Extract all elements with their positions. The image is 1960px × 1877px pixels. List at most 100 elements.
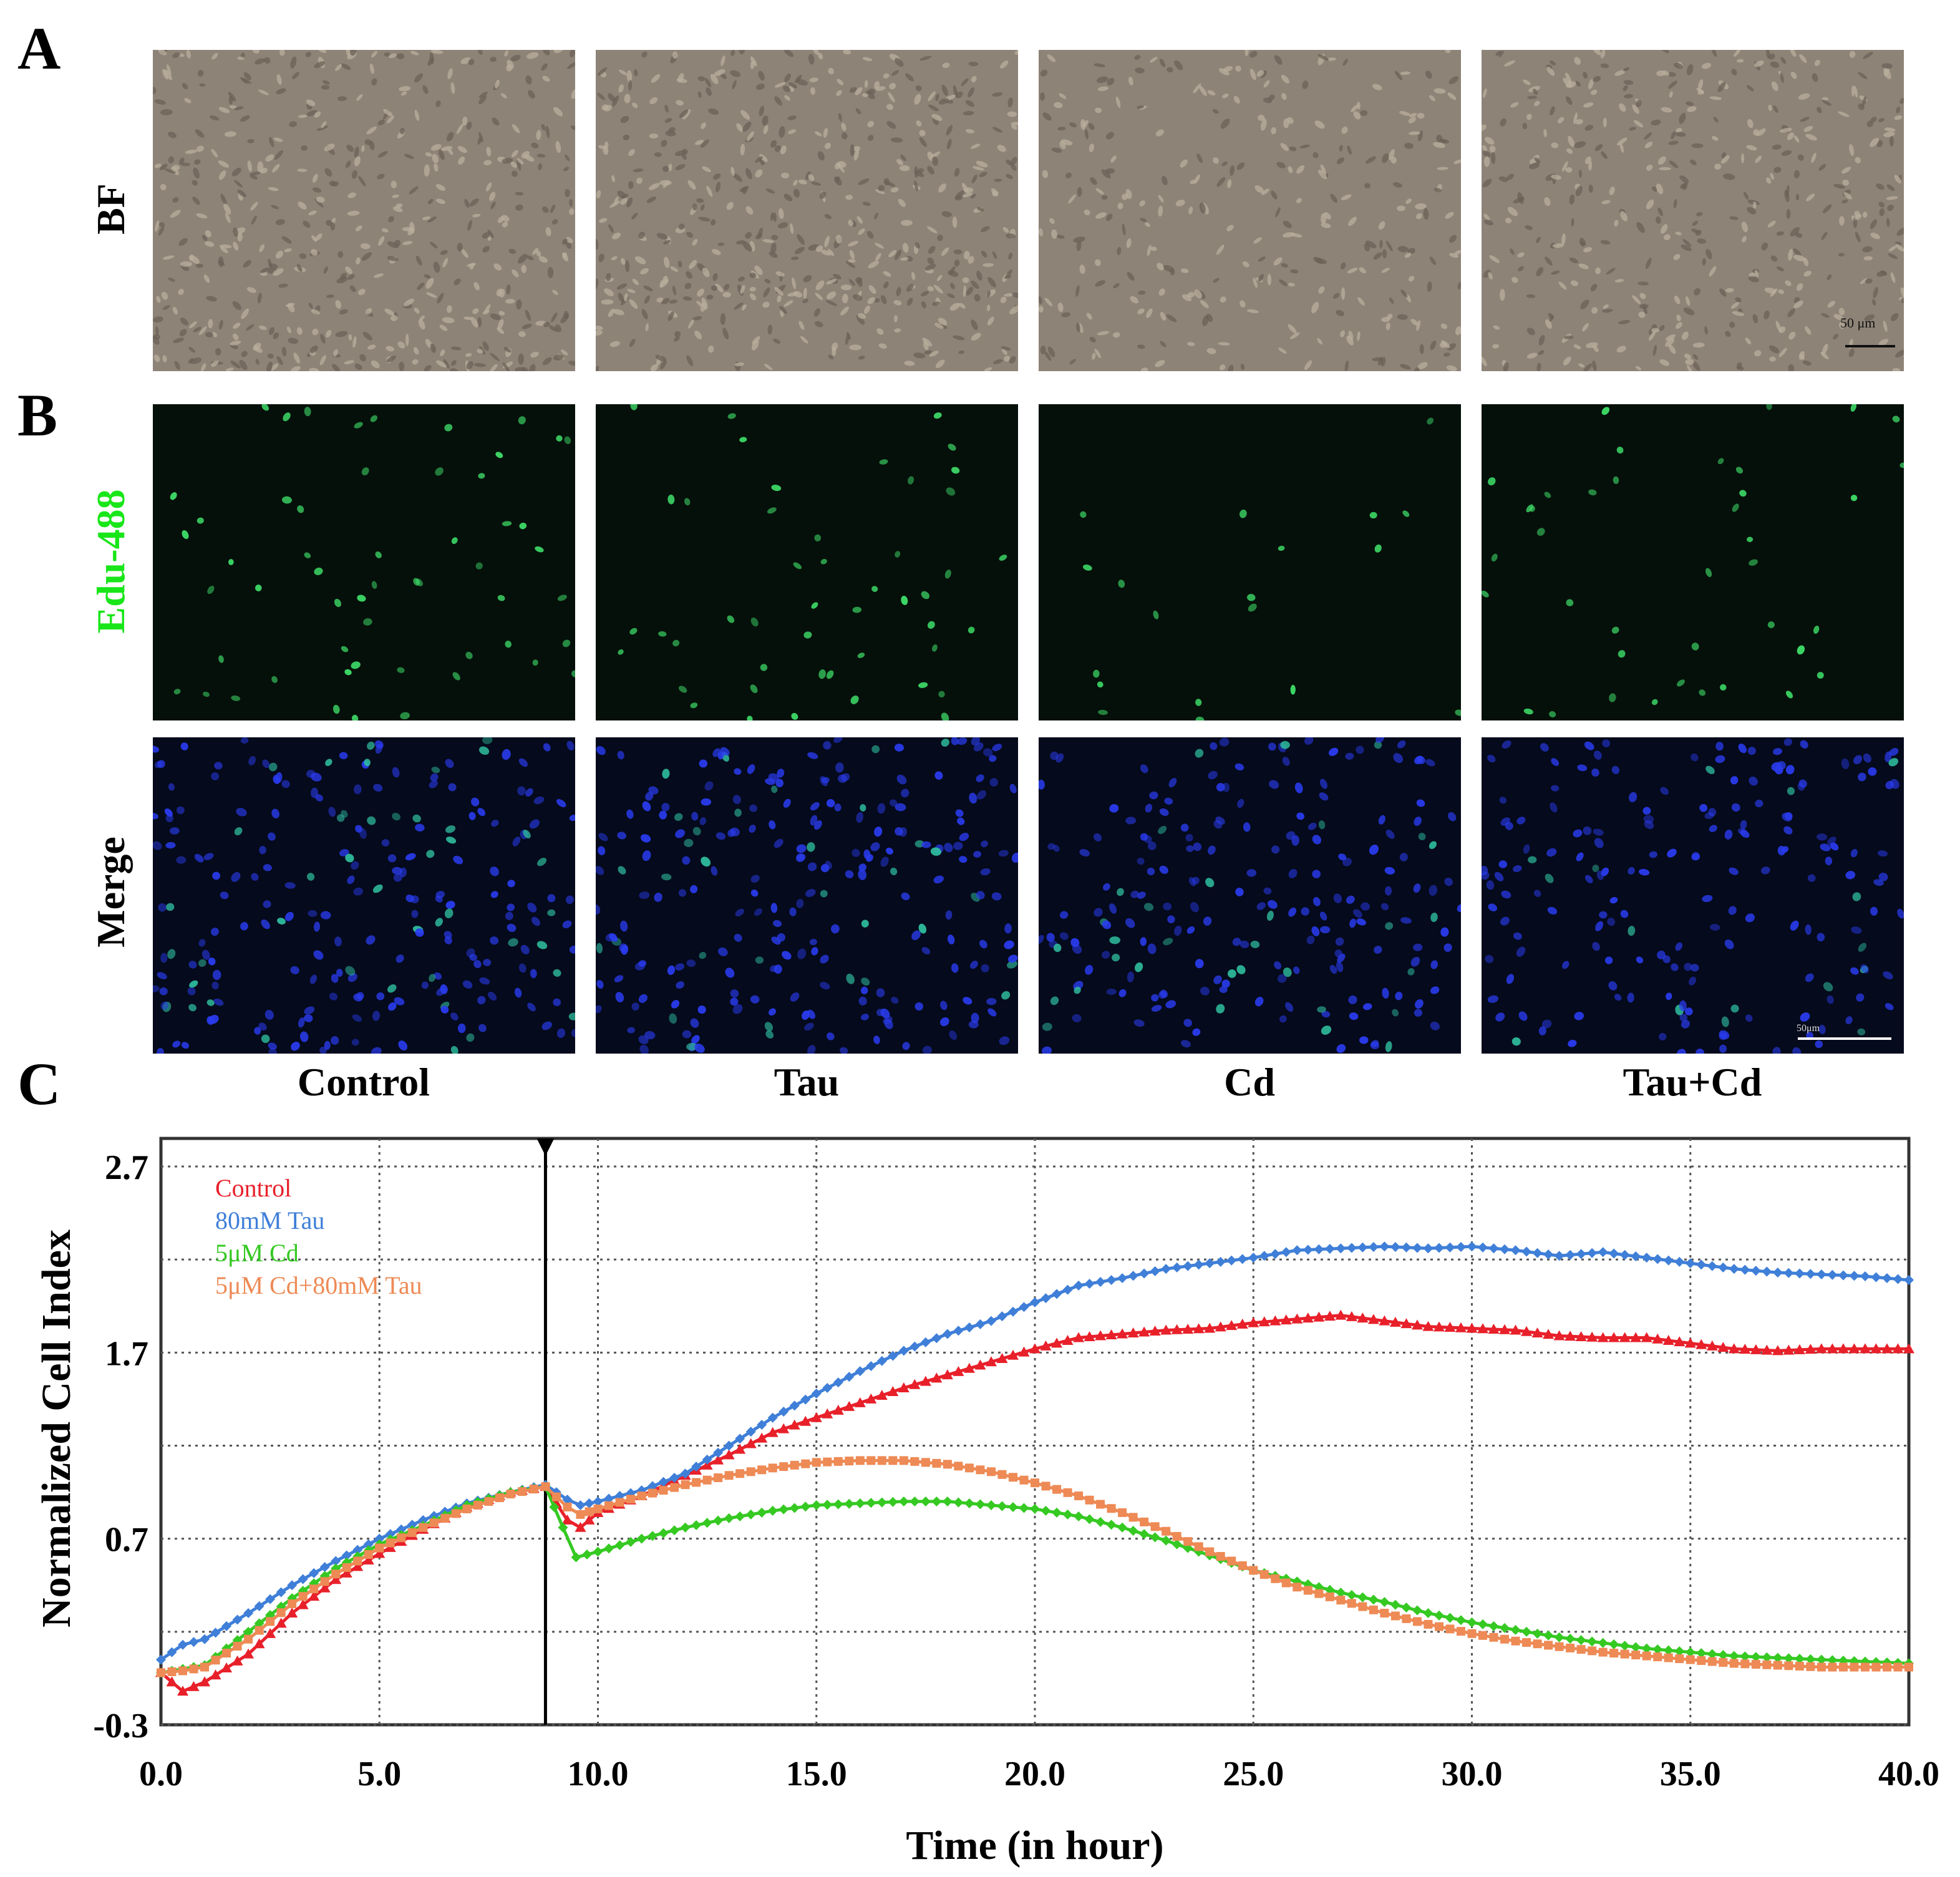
- data-point: [585, 1507, 594, 1516]
- data-point: [575, 1500, 586, 1510]
- data-point: [767, 1505, 778, 1516]
- data-point: [1750, 1266, 1761, 1276]
- data-point: [1816, 1269, 1827, 1280]
- data-point: [1707, 1649, 1717, 1659]
- data-point: [1500, 1622, 1510, 1633]
- data-point: [1412, 1617, 1422, 1626]
- data-point: [1292, 1245, 1303, 1256]
- data-point: [1882, 1662, 1891, 1672]
- data-point: [735, 1469, 745, 1478]
- data-point: [910, 1341, 920, 1352]
- data-point: [1390, 1242, 1400, 1253]
- data-point: [1532, 1248, 1543, 1258]
- data-point: [921, 1458, 930, 1467]
- data-point: [1390, 1611, 1400, 1621]
- data-point: [1106, 1520, 1117, 1530]
- data-point: [243, 1626, 254, 1637]
- data-point: [1817, 1662, 1826, 1672]
- data-point: [669, 1525, 680, 1536]
- data-point: [1118, 1508, 1127, 1517]
- data-point: [1455, 1322, 1467, 1332]
- data-point: [964, 1322, 974, 1333]
- data-point: [1904, 1662, 1913, 1672]
- data-point: [1455, 1242, 1466, 1253]
- data-point: [1467, 1629, 1477, 1638]
- data-point: [1106, 1274, 1117, 1285]
- data-point: [1793, 1344, 1805, 1354]
- data-point: [910, 1457, 919, 1466]
- data-point: [166, 1676, 178, 1687]
- data-point: [330, 1574, 342, 1584]
- data-point: [1674, 1256, 1685, 1267]
- data-point: [178, 1639, 188, 1650]
- data-point: [1565, 1249, 1576, 1260]
- data-point: [265, 1594, 276, 1604]
- data-point: [680, 1522, 691, 1533]
- grid-lines: [161, 1138, 1909, 1726]
- y-tick-label: -0.3: [93, 1707, 148, 1745]
- data-point: [735, 1511, 745, 1521]
- data-point: [341, 1550, 352, 1561]
- data-point: [593, 1496, 603, 1506]
- data-point: [1227, 1556, 1236, 1566]
- data-point: [1510, 1324, 1521, 1335]
- data-point: [1030, 1503, 1040, 1514]
- data-point: [745, 1427, 756, 1437]
- data-point: [1455, 1615, 1466, 1626]
- data-point: [714, 1473, 723, 1482]
- data-point: [659, 1486, 668, 1495]
- data-point: [1850, 1662, 1859, 1672]
- data-point: [1226, 1320, 1238, 1331]
- data-point: [812, 1458, 821, 1467]
- data-point: [1205, 1258, 1215, 1269]
- panel-label-c: C: [17, 1050, 61, 1117]
- data-point: [909, 1379, 921, 1389]
- data-point: [954, 1462, 963, 1471]
- data-point: [636, 1533, 647, 1544]
- data-point: [562, 1495, 573, 1505]
- row-label-merge: Merge: [89, 837, 133, 948]
- data-point: [800, 1501, 811, 1512]
- data-point: [558, 1522, 568, 1533]
- data-point: [877, 1456, 886, 1465]
- data-point: [1379, 1241, 1390, 1252]
- data-point: [1566, 1643, 1575, 1652]
- data-point: [1324, 1584, 1335, 1595]
- data-point: [1631, 1251, 1641, 1261]
- data-point: [167, 1647, 177, 1657]
- y-tick-label: 1.7: [105, 1334, 148, 1373]
- edu-image-tau: [596, 404, 1018, 720]
- data-point: [746, 1467, 755, 1477]
- data-point: [429, 1518, 439, 1528]
- data-point: [1838, 1662, 1848, 1672]
- data-point: [975, 1319, 986, 1329]
- data-point: [843, 1400, 855, 1411]
- data-point: [1598, 1647, 1608, 1657]
- data-point: [1707, 1261, 1717, 1271]
- data-point: [1052, 1485, 1062, 1494]
- data-point: [1434, 1610, 1444, 1621]
- data-point: [1642, 1651, 1651, 1661]
- data-point: [1216, 1552, 1225, 1561]
- data-point: [1052, 1289, 1062, 1299]
- data-point: [1762, 1266, 1772, 1277]
- data-point: [1739, 1344, 1751, 1354]
- data-point: [822, 1500, 833, 1510]
- data-point: [1433, 1321, 1445, 1332]
- plot-frame: [159, 1137, 1911, 1727]
- data-point: [375, 1543, 384, 1553]
- data-point: [1019, 1475, 1029, 1485]
- data-point: [888, 1456, 898, 1465]
- data-point: [593, 1504, 603, 1513]
- data-point: [1095, 1330, 1107, 1341]
- cell-index-chart: -0.3 0.7 1.7 2.7 0.0 5.0 10.0 15.0 20.0 25.0 30.0…: [34, 1137, 1939, 1868]
- data-point: [1783, 1653, 1794, 1664]
- data-point: [1697, 1656, 1706, 1666]
- data-point: [1314, 1589, 1324, 1598]
- data-point: [1794, 1654, 1805, 1664]
- data-point: [1445, 1613, 1455, 1623]
- panel-label-b: B: [17, 382, 58, 449]
- data-point: [1302, 1312, 1314, 1323]
- data-point: [1019, 1503, 1029, 1513]
- data-point: [1412, 1605, 1422, 1616]
